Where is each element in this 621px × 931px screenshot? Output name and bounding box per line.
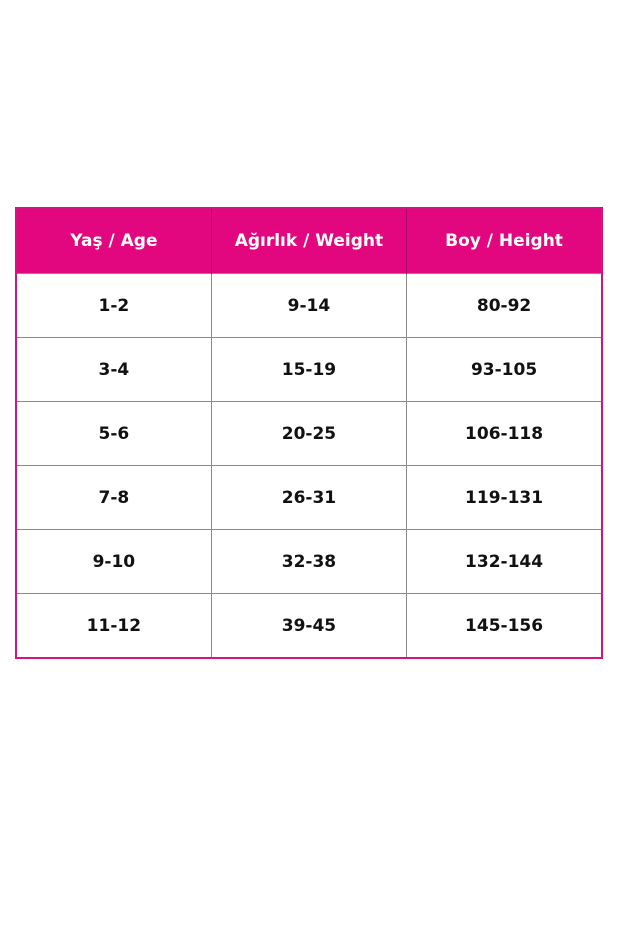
table-row: 1-2 9-14 80-92 (16, 273, 602, 338)
size-chart-table: Yaş / Age Ağırlık / Weight Boy / Height … (15, 207, 603, 659)
age-cell: 7-8 (16, 465, 212, 530)
age-cell: 3-4 (16, 337, 212, 402)
table-row: 9-10 32-38 132-144 (16, 529, 602, 594)
table-row: 7-8 26-31 119-131 (16, 465, 602, 530)
table-row: 11-12 39-45 145-156 (16, 593, 602, 658)
header-height: Boy / Height (406, 208, 602, 274)
weight-cell: 39-45 (211, 593, 408, 658)
table-row: 3-4 15-19 93-105 (16, 337, 602, 402)
weight-cell: 26-31 (211, 465, 408, 530)
height-cell: 145-156 (406, 593, 602, 658)
height-cell: 119-131 (406, 465, 602, 530)
table-row: 5-6 20-25 106-118 (16, 401, 602, 466)
age-cell: 5-6 (16, 401, 212, 466)
height-cell: 132-144 (406, 529, 602, 594)
weight-cell: 15-19 (211, 337, 408, 402)
header-row: Yaş / Age Ağırlık / Weight Boy / Height (16, 208, 602, 274)
height-cell: 106-118 (406, 401, 602, 466)
weight-cell: 9-14 (211, 273, 408, 338)
age-cell: 9-10 (16, 529, 212, 594)
height-cell: 80-92 (406, 273, 602, 338)
weight-cell: 20-25 (211, 401, 408, 466)
height-cell: 93-105 (406, 337, 602, 402)
weight-cell: 32-38 (211, 529, 408, 594)
header-age: Yaş / Age (16, 208, 212, 274)
age-cell: 11-12 (16, 593, 212, 658)
header-weight: Ağırlık / Weight (211, 208, 408, 274)
age-cell: 1-2 (16, 273, 212, 338)
